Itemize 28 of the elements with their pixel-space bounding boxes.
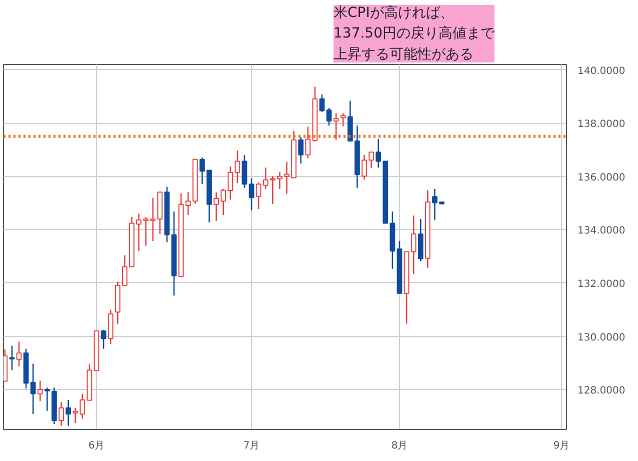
candlestick xyxy=(171,210,177,296)
y-tick-label: 128.0000 xyxy=(578,386,626,397)
candlestick xyxy=(30,363,36,415)
text: 米CPIが高ければ、137.50円の戻り高値まで上昇する可能性がある xyxy=(334,4,496,62)
candlestick xyxy=(418,218,424,262)
candlestick xyxy=(58,401,64,426)
candlestick xyxy=(234,150,240,184)
y-tick-label: 138.0000 xyxy=(578,119,626,130)
x-tick-label: 6月 xyxy=(88,440,105,452)
candlestick xyxy=(410,214,416,275)
candlestick xyxy=(390,210,396,270)
x-tick-label: 8月 xyxy=(391,440,408,452)
candlestick xyxy=(108,308,114,345)
candlestick xyxy=(354,124,360,189)
y-tick-label: 132.0000 xyxy=(578,278,626,290)
candlestick xyxy=(44,387,50,412)
y-tick-label: 130.0000 xyxy=(578,332,626,344)
y-tick-label: 134.0000 xyxy=(578,226,626,237)
candlestick xyxy=(37,380,43,402)
x-tick-label: 7月 xyxy=(243,440,260,452)
y-tick-label: 140.0000 xyxy=(578,66,626,77)
candlestick xyxy=(66,399,72,426)
candlestick xyxy=(114,281,120,324)
candlestick xyxy=(9,345,15,371)
x-tick-label: 9月 xyxy=(553,440,570,452)
y-tick-label: 136.0000 xyxy=(578,172,626,184)
candlestick xyxy=(425,190,430,268)
candlestick xyxy=(52,387,57,425)
